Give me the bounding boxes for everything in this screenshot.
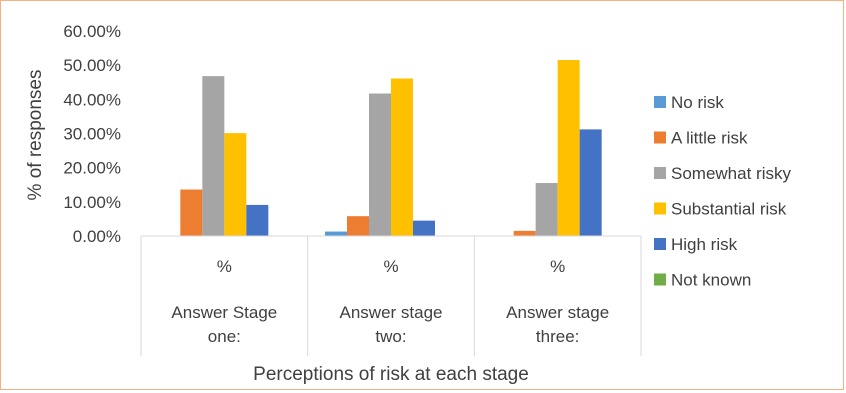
bar (413, 220, 435, 236)
bar (513, 230, 536, 236)
y-tick-label: 10.00% (63, 193, 121, 212)
category-label-line1: Answer stage (340, 303, 443, 322)
legend-swatch (654, 202, 666, 215)
bar (535, 183, 558, 236)
legend-swatch (654, 273, 666, 286)
category-label-line1: Answer Stage (171, 303, 277, 322)
bar (224, 133, 247, 236)
legend-label: Not known (671, 271, 751, 290)
bar (347, 216, 369, 236)
bar (369, 93, 391, 237)
y-axis-title-group: % of responses (25, 70, 46, 201)
category-label-line2: three: (536, 327, 579, 346)
category-label-top: % (550, 257, 565, 276)
y-tick-label: 60.00% (63, 22, 121, 41)
legend-label: Substantial risk (671, 200, 787, 219)
legend-swatch (654, 167, 666, 179)
category-label-line2: two: (375, 327, 406, 346)
legend-swatch (654, 131, 666, 144)
legend-label: No risk (671, 93, 724, 112)
category-label-line1: Answer stage (506, 303, 609, 322)
y-tick-label: 40.00% (63, 90, 121, 109)
legend-label: Somewhat risky (671, 164, 791, 183)
legend-swatch (654, 96, 666, 108)
y-tick-label: 20.00% (63, 159, 121, 178)
x-axis-title: Perceptions of risk at each stage (253, 364, 529, 385)
bar (246, 204, 269, 236)
y-tick-label: 50.00% (63, 56, 121, 75)
y-tick-label: 30.00% (63, 125, 121, 144)
bar (579, 129, 602, 236)
legend-swatch (654, 238, 666, 250)
y-axis-title: % of responses (25, 70, 46, 201)
legend-label: A little risk (671, 129, 748, 148)
legend-label: High risk (671, 235, 738, 254)
bar (325, 231, 347, 236)
category-label-top: % (383, 257, 398, 276)
y-tick-label: 0.00% (73, 227, 121, 246)
bar (180, 189, 203, 236)
bar (202, 76, 225, 236)
bar (391, 78, 413, 236)
category-label-top: % (217, 257, 232, 276)
category-label-line2: one: (208, 327, 241, 346)
bar (557, 60, 580, 236)
